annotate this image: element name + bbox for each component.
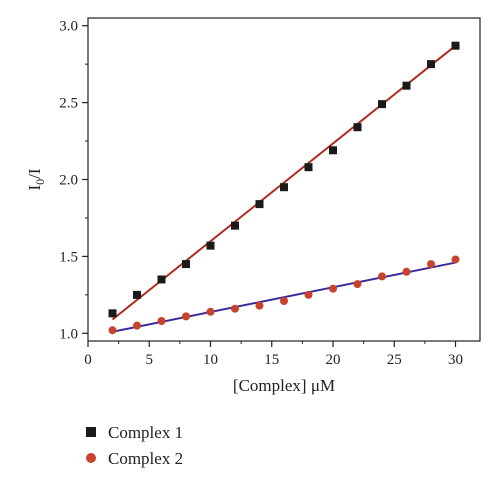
point-series-2 (157, 317, 166, 326)
y-axis-title: I0/I (25, 168, 47, 190)
point-series-1 (304, 163, 313, 172)
point-series-2 (378, 272, 386, 281)
point-series-2 (231, 304, 239, 313)
point-series-2 (427, 260, 435, 269)
legend-marker-complex-2 (86, 453, 96, 463)
axis-ticks: 0 5 10 15 20 25 30 1.0 1.5 2.0 2.5 3.0 (59, 19, 463, 368)
point-series-2 (108, 326, 117, 335)
y-tick-label: 1.0 (59, 326, 78, 342)
point-series-2 (304, 290, 313, 299)
point-series-1 (451, 41, 460, 50)
y-tick-label: 3.0 (59, 19, 78, 35)
x-axis-title: [Complex] μM (233, 376, 335, 395)
point-series-1 (280, 183, 288, 192)
point-series-2 (182, 312, 190, 321)
point-series-2 (329, 284, 337, 293)
legend-label-complex-1: Complex 1 (108, 423, 183, 442)
point-series-2 (280, 297, 288, 306)
y-axis-title-tail: /I (25, 168, 44, 179)
point-series-1 (182, 260, 190, 269)
x-tick-label: 30 (448, 352, 463, 368)
legend-marker-complex-1 (86, 427, 96, 437)
x-tick-label: 10 (203, 352, 218, 368)
y-tick-label: 2.5 (59, 96, 78, 112)
point-series-2 (255, 301, 264, 310)
point-series-1 (108, 309, 117, 318)
point-series-1 (329, 146, 337, 155)
x-tick-label: 20 (326, 352, 341, 368)
data-points (108, 41, 460, 335)
point-series-2 (133, 321, 141, 330)
y-axis-title-main: I (25, 185, 44, 191)
point-series-2 (353, 280, 362, 289)
y-tick-label: 2.0 (59, 173, 78, 189)
y-axis-title-subscript: 0 (33, 179, 47, 185)
x-tick-label: 15 (264, 352, 279, 368)
x-tick-label: 5 (146, 352, 154, 368)
x-tick-label: 0 (84, 352, 92, 368)
point-series-1 (402, 81, 411, 90)
point-series-1 (255, 200, 264, 209)
point-series-2 (402, 267, 411, 276)
point-series-2 (451, 255, 460, 264)
fit-line-series-1 (111, 44, 457, 321)
legend: Complex 1 Complex 2 (86, 423, 183, 468)
point-series-1 (206, 241, 215, 250)
point-series-1 (427, 60, 435, 69)
x-tick-label: 25 (387, 352, 402, 368)
point-series-1 (157, 275, 166, 284)
y-tick-label: 1.5 (59, 249, 78, 265)
point-series-1 (231, 221, 239, 230)
point-series-1 (133, 290, 141, 299)
point-series-1 (378, 100, 386, 109)
point-series-1 (353, 123, 362, 132)
point-series-2 (206, 307, 215, 316)
legend-label-complex-2: Complex 2 (108, 449, 183, 468)
